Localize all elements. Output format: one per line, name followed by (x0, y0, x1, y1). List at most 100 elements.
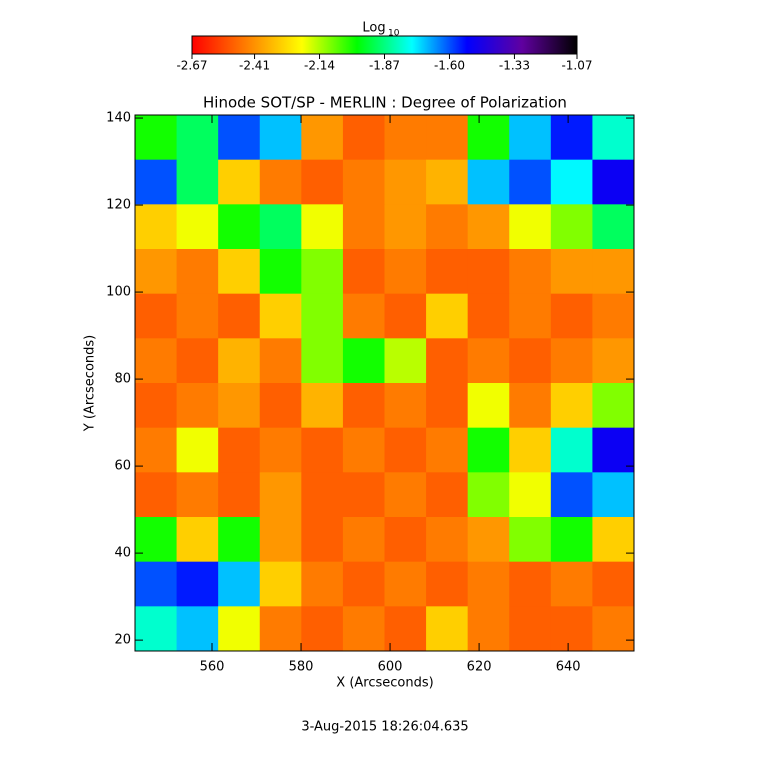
heatmap-cell (342, 159, 385, 205)
heatmap-cell (301, 383, 344, 429)
heatmap-cell (426, 115, 469, 161)
heatmap-cell (509, 249, 552, 295)
heatmap-cell (301, 427, 344, 473)
heatmap-cell (592, 159, 635, 205)
heatmap-cell (135, 472, 178, 518)
heatmap-cell (550, 517, 593, 563)
heatmap-cell (342, 561, 385, 607)
y-tick-label: 20 (114, 633, 131, 648)
heatmap-cell (509, 204, 552, 250)
heatmap-cell (550, 249, 593, 295)
heatmap-cell (135, 293, 178, 339)
heatmap-cell (426, 159, 469, 205)
heatmap-cell (550, 561, 593, 607)
y-tick-label: 140 (106, 111, 131, 126)
heatmap-cell (259, 159, 302, 205)
heatmap-cell (176, 472, 219, 518)
heatmap-cell (550, 427, 593, 473)
heatmap-cell (135, 517, 178, 563)
colorbar-tick-label: -1.60 (434, 59, 465, 73)
heatmap-cell (467, 472, 510, 518)
chart-title: Hinode SOT/SP - MERLIN : Degree of Polar… (203, 94, 567, 112)
heatmap-cell (218, 338, 261, 384)
heatmap-cell (342, 338, 385, 384)
heatmap-cell (550, 383, 593, 429)
colorbar-tick-label: -2.41 (239, 59, 270, 73)
heatmap-cell (550, 338, 593, 384)
heatmap-cell (259, 115, 302, 161)
heatmap-cell (176, 338, 219, 384)
plot-frame (134, 114, 635, 652)
heatmap-cell (592, 338, 635, 384)
x-tick-label: 600 (378, 660, 403, 675)
heatmap-cell (509, 383, 552, 429)
heatmap-cell (592, 472, 635, 518)
heatmap-cell (301, 204, 344, 250)
heatmap-cell (467, 427, 510, 473)
heatmap-cell (176, 517, 219, 563)
heatmap-cell (550, 115, 593, 161)
heatmap-cell (592, 249, 635, 295)
heatmap-cell (384, 204, 427, 250)
heatmap-cell (301, 517, 344, 563)
heatmap-cell (467, 293, 510, 339)
heatmap-cell (426, 338, 469, 384)
heatmap-cell (259, 293, 302, 339)
heatmap-cell (384, 249, 427, 295)
heatmap-cell (592, 293, 635, 339)
heatmap-cell (342, 606, 385, 652)
heatmap-cell (135, 159, 178, 205)
heatmap-cell (259, 561, 302, 607)
heatmap-cell (426, 517, 469, 563)
heatmap-cell (135, 338, 178, 384)
y-tick-label: 40 (114, 546, 131, 561)
heatmap-cell (509, 338, 552, 384)
heatmap-cell (135, 427, 178, 473)
heatmap-cell (218, 472, 261, 518)
heatmap-cell (426, 249, 469, 295)
heatmap-cell (342, 293, 385, 339)
heatmap-cell (550, 472, 593, 518)
heatmap-cell (259, 427, 302, 473)
heatmap-cell (467, 517, 510, 563)
heatmap-cell (259, 249, 302, 295)
heatmap-cell (218, 517, 261, 563)
heatmap-cell (135, 249, 178, 295)
heatmap-cell (301, 293, 344, 339)
heatmap-cell (135, 561, 178, 607)
heatmap-cell (218, 293, 261, 339)
heatmap-cell (426, 472, 469, 518)
heatmap-cell (592, 115, 635, 161)
heatmap-cell (467, 606, 510, 652)
heatmap-cell (592, 427, 635, 473)
heatmap-cell (384, 561, 427, 607)
heatmap-cell (509, 427, 552, 473)
heatmap-cell (218, 606, 261, 652)
heatmap-cell (426, 383, 469, 429)
heatmap-cell (342, 517, 385, 563)
heatmap-cell (426, 204, 469, 250)
heatmap-cell (342, 249, 385, 295)
colorbar-tick-label: -1.07 (561, 59, 592, 73)
heatmap-cell (384, 517, 427, 563)
footer: 3-Aug-2015 18:26:04.635 (301, 720, 468, 735)
heatmap-cell (592, 517, 635, 563)
heatmap-cell (509, 472, 552, 518)
heatmap-cell (509, 517, 552, 563)
heatmap-cell (384, 338, 427, 384)
y-axis-label: Y (Arcseconds) (83, 335, 98, 432)
colorbar-tick-label: -2.67 (176, 59, 207, 73)
heatmap-cell (467, 249, 510, 295)
heatmap-cell (301, 115, 344, 161)
heatmap-cell (176, 204, 219, 250)
x-tick-label: 640 (556, 660, 581, 675)
heatmap-cell (135, 115, 178, 161)
heatmap-cell (384, 293, 427, 339)
heatmap-cell (467, 115, 510, 161)
heatmap-cell (384, 427, 427, 473)
heatmap-cell (135, 383, 178, 429)
heatmap-cell (592, 383, 635, 429)
heatmap-cell (301, 561, 344, 607)
heatmap-cell (176, 159, 219, 205)
